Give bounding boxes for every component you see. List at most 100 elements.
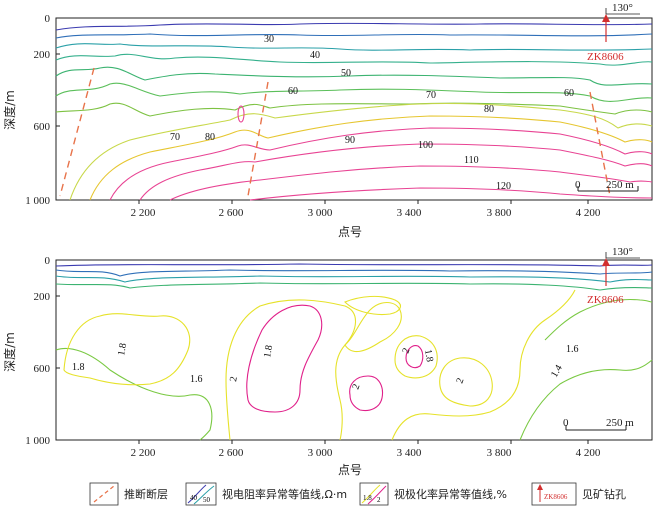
legend-sample-label: 2 [377, 496, 381, 504]
bottom-orientation-label: 130° [612, 246, 633, 258]
top-fault-line-3 [589, 91, 611, 197]
top-scale-bar-zero: 0 [575, 179, 581, 191]
legend-swatch [531, 482, 577, 506]
borehole-arrow-icon [537, 484, 543, 490]
top-ytick-label: 0 [45, 13, 51, 25]
top-contour-label: 50 [341, 68, 351, 79]
top-contour-labels: 30 40 50 60 70 80 90 100 110 120 60 70 8… [170, 34, 574, 192]
top-scale-bar: 0 250 m [575, 179, 639, 192]
bottom-contour-green-left [55, 347, 213, 441]
resistivity-contour-icon [193, 485, 215, 505]
resistivity-contour-icon [187, 484, 207, 504]
top-plot-frame [55, 17, 653, 201]
bottom-y-axis-label: 深度/m [2, 332, 17, 372]
bottom-borehole-label: ZK8606 [587, 294, 624, 306]
bottom-x-axis-label: 点号 [338, 463, 362, 477]
bottom-ytick-label: 600 [34, 363, 51, 375]
legend-label: 视电阻率异常等值线,Ω·m [222, 487, 347, 501]
top-x-axis-label: 点号 [338, 225, 362, 239]
top-xtick-label: 3 000 [308, 207, 333, 219]
top-contour-70 [69, 102, 653, 201]
bottom-contour-labels: 1.8 1.8 1.6 2 1.8 2 2 1.8 2 1.6 1.4 [72, 342, 579, 391]
top-contour-closed-70 [237, 105, 245, 123]
legend-swatch [359, 482, 389, 506]
bottom-contour-label: 1.8 [116, 342, 129, 356]
top-xtick-label: 2 200 [131, 207, 156, 219]
bottom-x-axis: 2 200 2 600 3 000 3 400 3 800 4 200 [131, 440, 601, 459]
top-contour-label: 100 [418, 140, 433, 151]
bottom-ytick-label: 0 [45, 255, 51, 267]
top-contour-label: 70 [170, 132, 180, 143]
top-x-axis: 2 200 2 600 3 000 3 400 3 800 4 200 [131, 200, 601, 219]
bottom-ytick-label: 200 [34, 291, 51, 303]
bottom-xtick-label: 3 400 [397, 447, 422, 459]
top-y-axis: 0 200 600 1 000 [25, 13, 60, 207]
top-y-axis-label: 深度/m [2, 90, 17, 130]
top-contour-label: 90 [345, 135, 355, 146]
top-contour-40 [55, 43, 653, 51]
top-contour-label: 60 [288, 86, 298, 97]
top-contour-label: 70 [426, 90, 436, 101]
top-xtick-label: 3 800 [487, 207, 512, 219]
bottom-contour-yellow-4 [394, 335, 438, 379]
top-contour-label: 120 [496, 181, 511, 192]
dashed-fault-icon [93, 485, 115, 503]
legend-label: 推断断层 [124, 487, 168, 501]
bottom-surface-contour-3 [55, 275, 653, 283]
top-contour-35 [55, 33, 653, 39]
legend: 推断断层 40 50 视电阻率异常等值线,Ω·m 1.8 2 视极化率异常等值线… [89, 482, 626, 506]
bottom-borehole-marker [602, 252, 640, 286]
legend-sample-label: 1.8 [363, 494, 372, 502]
legend-item-polarizability: 1.8 2 视极化率异常等值线,% [359, 482, 507, 506]
top-xtick-label: 2 600 [219, 207, 244, 219]
bottom-xtick-label: 4 200 [576, 447, 601, 459]
top-contour-55 [55, 82, 653, 102]
top-fault-line-2 [247, 81, 269, 197]
bottom-contour-label: 2 [454, 377, 466, 385]
bottom-contour-label: 1.6 [566, 344, 579, 355]
bottom-contour-yellow-top [344, 295, 401, 316]
top-contour-110 [169, 165, 653, 201]
top-orientation-label: 130° [612, 2, 633, 14]
bottom-xtick-label: 2 600 [219, 447, 244, 459]
bottom-contour-yellow-5 [439, 357, 493, 407]
top-contour-100 [139, 143, 653, 201]
bottom-surface-contour-2 [55, 269, 653, 277]
top-contour-label: 30 [264, 34, 274, 45]
polarizability-contour-icon [361, 484, 381, 504]
bottom-contour-pink-1 [246, 304, 323, 413]
top-xtick-label: 4 200 [576, 207, 601, 219]
bottom-contour-label: 1.8 [72, 362, 85, 373]
bottom-contour-label: 1.8 [422, 349, 435, 363]
top-contour-30 [55, 22, 653, 31]
bottom-contour-label: 1.6 [190, 374, 203, 385]
bottom-contour-pink-3 [349, 375, 384, 412]
top-ytick-label: 1 000 [25, 195, 50, 207]
legend-label: 见矿钻孔 [582, 487, 626, 501]
bottom-contour-label: 2 [228, 376, 240, 383]
bottom-contour-label: 1.4 [549, 363, 565, 379]
top-contour-45 [55, 53, 653, 66]
legend-item-borehole: ZK8606 见矿钻孔 [531, 482, 626, 506]
top-panel: 130° ZK8606 30 40 50 60 70 80 90 100 110… [2, 2, 653, 239]
top-ytick-label: 200 [34, 49, 51, 61]
bottom-surface-contour-4 [55, 282, 653, 291]
bottom-panel: 130° ZK8606 1.8 1.8 1.6 2 1.8 2 2 1.8 2 … [2, 246, 653, 477]
legend-item-resistivity: 40 50 视电阻率异常等值线,Ω·m [185, 482, 347, 506]
bottom-scale-bar: 0 250 m [563, 417, 634, 431]
legend-swatch [185, 482, 217, 506]
bottom-contour-yellow-2 [225, 299, 357, 441]
top-ytick-label: 600 [34, 121, 51, 133]
top-borehole-marker [602, 8, 640, 42]
bottom-contour-label: 1.8 [262, 344, 275, 358]
top-contour-label: 110 [464, 155, 479, 166]
top-contour-label: 60 [564, 88, 574, 99]
bottom-contour-label: 2 [400, 347, 412, 355]
top-xtick-label: 3 400 [397, 207, 422, 219]
bottom-contour-pink-2 [405, 345, 424, 369]
top-contour-90 [109, 127, 653, 201]
bottom-xtick-label: 3 800 [487, 447, 512, 459]
legend-sample-label: ZK8606 [544, 493, 568, 501]
legend-label: 视极化率异常等值线,% [394, 487, 507, 501]
